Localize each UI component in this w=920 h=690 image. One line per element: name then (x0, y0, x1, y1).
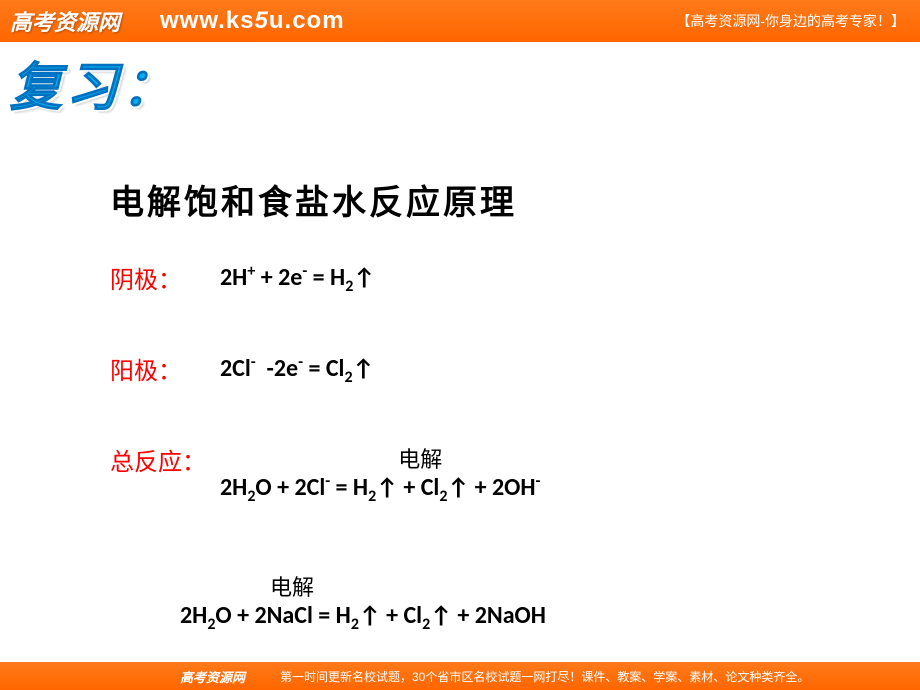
eq4-annotation: 电解 (270, 570, 546, 602)
main-title: 电解饱和食盐水反应原理 (110, 175, 517, 224)
total-label: 总反应： (110, 442, 220, 477)
footer-bar: 高考资源网 第一时间更新名校试题，30个省市区名校试题一网打尽！课件、教案、学案… (0, 662, 920, 690)
url-prefix: www.ks (160, 7, 254, 34)
anode-equation: 2Cl- -2e- = Cl2↑ (220, 351, 374, 390)
eq4-equation: 2H2O + 2NaCl = H2↑ + Cl2↑ + 2NaOH (180, 601, 546, 630)
review-colon: ： (122, 60, 178, 117)
footer-logo: 高考资源网 (180, 667, 245, 686)
header-url: www.ks5u.com (160, 7, 345, 35)
header-tagline: 【高考资源网-你身边的高考专家！】 (676, 11, 905, 31)
review-text: 复习 (10, 60, 122, 117)
cathode-label: 阴极： (110, 260, 220, 295)
total-block: 电解 2H2O + 2Cl- = H2↑ + Cl2↑ + 2OH- (220, 442, 540, 509)
url-five: 5 (255, 7, 269, 34)
footer-text: 第一时间更新名校试题，30个省市区名校试题一网打尽！课件、教案、学案、素材、论文… (280, 668, 809, 685)
content-area: 阴极： 2H+ + 2e- = H2↑ 阳极： 2Cl- -2e- = Cl2↑… (110, 260, 810, 560)
review-heading: 复习： (10, 45, 178, 120)
anode-row: 阳极： 2Cl- -2e- = Cl2↑ (110, 351, 810, 390)
header-logo: 高考资源网 (10, 5, 120, 37)
anode-label: 阳极： (110, 351, 220, 386)
total-equation: 2H2O + 2Cl- = H2↑ + Cl2↑ + 2OH- (220, 470, 540, 509)
header-bar: 高考资源网 www.ks5u.com 【高考资源网-你身边的高考专家！】 (0, 0, 920, 42)
equation4-block: 电解 2H2O + 2NaCl = H2↑ + Cl2↑ + 2NaOH (180, 570, 546, 637)
total-row: 总反应： 电解 2H2O + 2Cl- = H2↑ + Cl2↑ + 2OH- (110, 442, 810, 509)
url-suffix: u.com (269, 7, 345, 34)
cathode-equation: 2H+ + 2e- = H2↑ (220, 260, 375, 299)
cathode-row: 阴极： 2H+ + 2e- = H2↑ (110, 260, 810, 299)
